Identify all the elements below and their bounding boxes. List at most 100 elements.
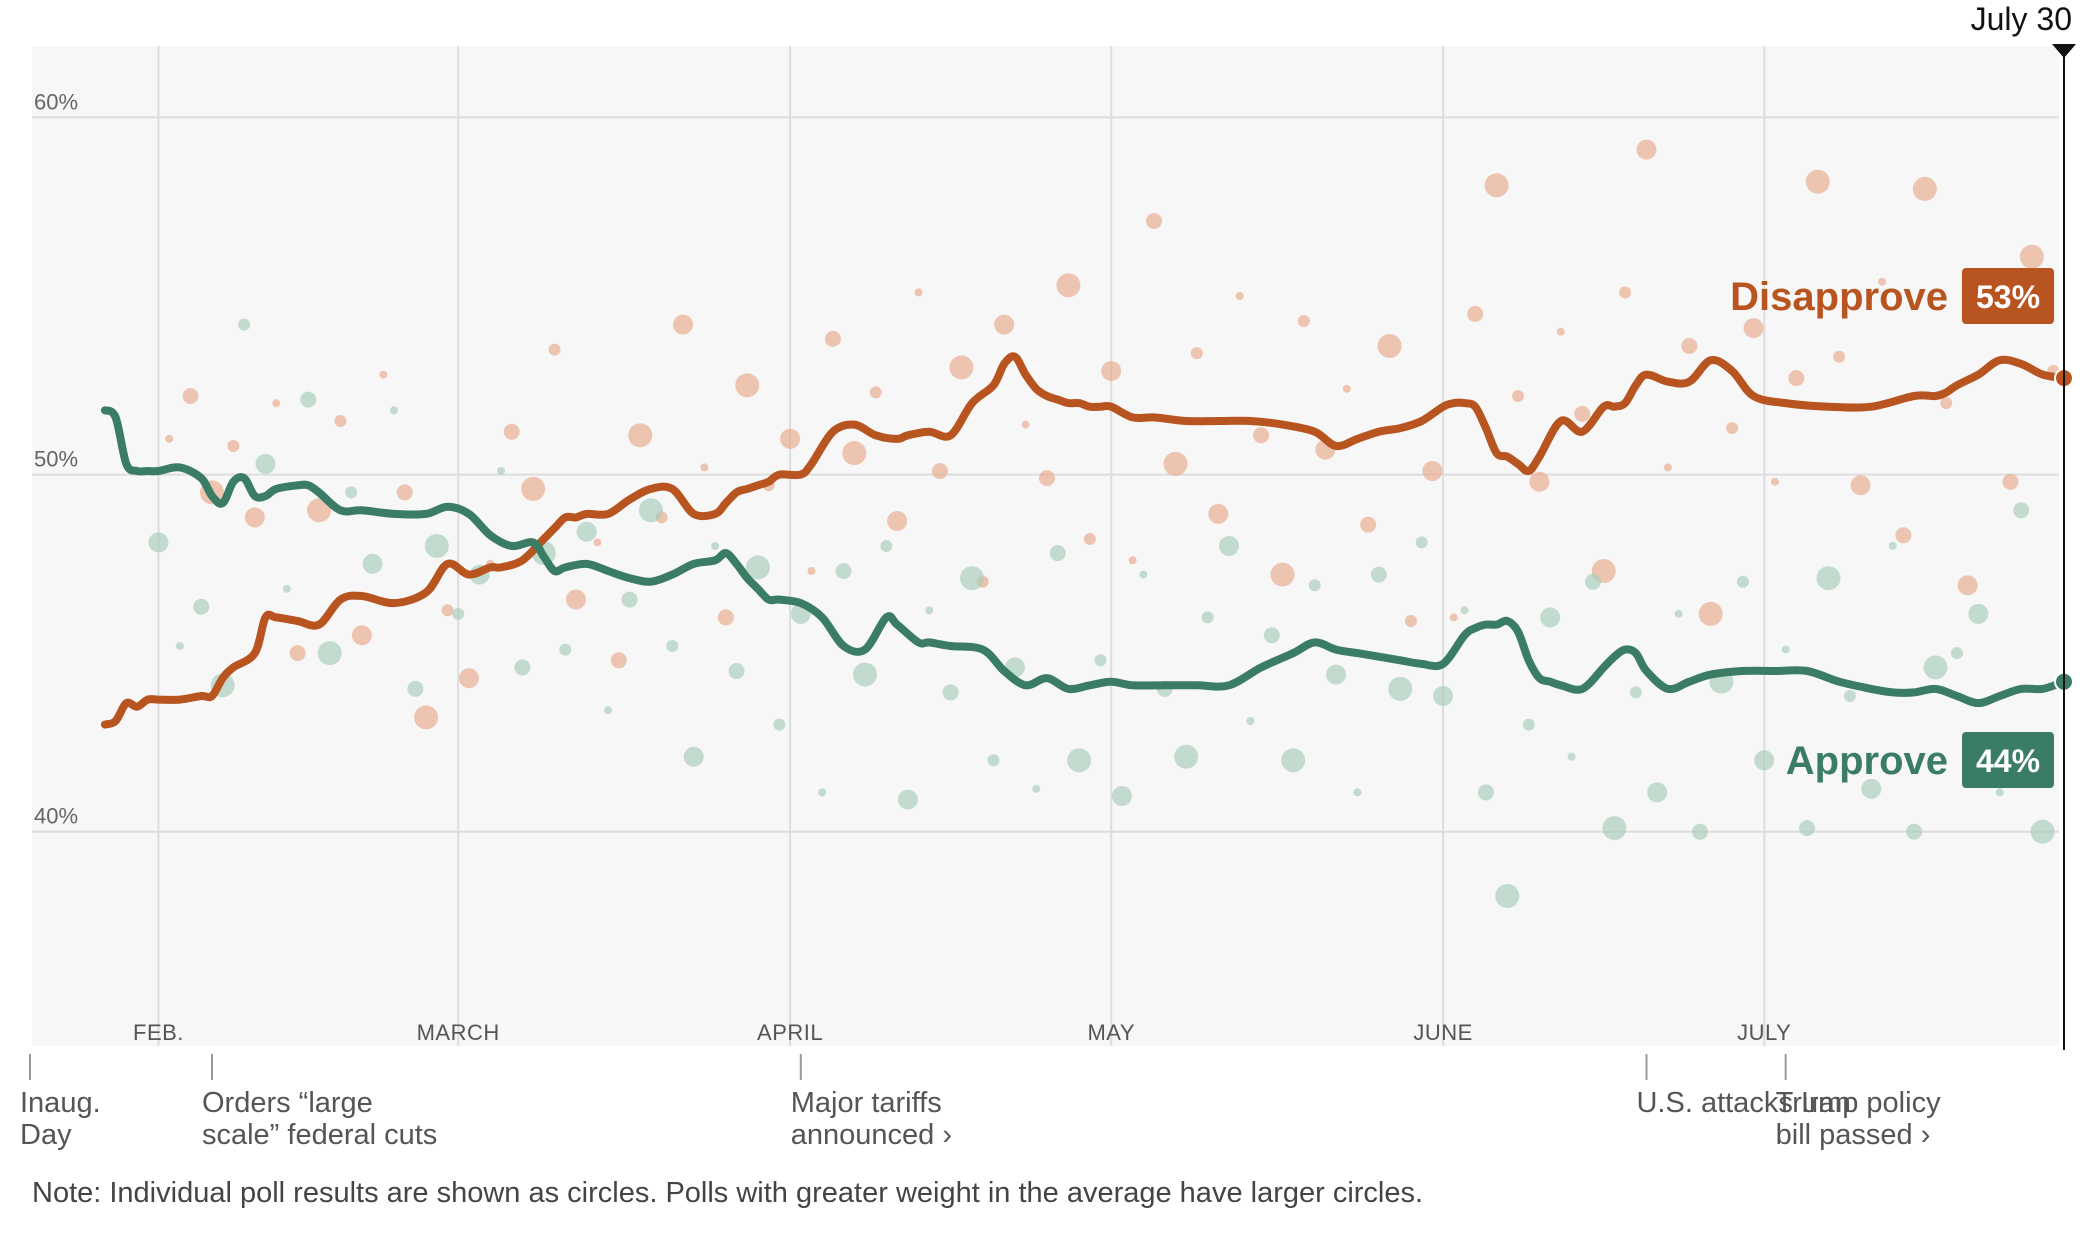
disapprove-poll-dot bbox=[289, 645, 306, 662]
approve-poll-dot bbox=[835, 563, 852, 579]
month-label: FEB. bbox=[133, 1020, 184, 1045]
approve-poll-dot bbox=[255, 453, 276, 474]
approve-poll-dot bbox=[2030, 819, 2055, 844]
disapprove-poll-dot bbox=[1912, 176, 1937, 201]
series-lines-layer bbox=[100, 352, 2074, 729]
disapprove-poll-dot bbox=[1208, 503, 1229, 524]
disapprove-poll-dot bbox=[351, 625, 372, 646]
approve-poll-dot bbox=[1433, 686, 1454, 706]
approve-poll-dot bbox=[362, 553, 383, 574]
disapprove-poll-dot bbox=[824, 330, 841, 347]
approve-poll-dot bbox=[1388, 676, 1413, 701]
month-label: JULY bbox=[1737, 1020, 1791, 1045]
month-label: JUNE bbox=[1413, 1020, 1472, 1045]
approve-poll-dot bbox=[987, 754, 1000, 767]
disapprove-poll-dot bbox=[548, 343, 561, 356]
approve-poll-dot bbox=[1540, 607, 1561, 628]
event-label: Orders “large bbox=[202, 1087, 373, 1119]
approve-poll-dot bbox=[1629, 686, 1642, 699]
plot-background bbox=[32, 46, 2059, 1046]
disapprove-poll-dot bbox=[1805, 169, 1830, 194]
event-label: Major tariffs bbox=[791, 1087, 942, 1119]
approve-poll-dot bbox=[1415, 536, 1428, 549]
approve-poll-dot bbox=[1263, 627, 1280, 644]
disapprove-poll-dot bbox=[914, 288, 923, 297]
approve-poll-dot bbox=[773, 718, 786, 731]
approve-poll-dot bbox=[1067, 748, 1092, 773]
approve-poll-dot bbox=[1111, 786, 1132, 806]
y-tick-label: 40% bbox=[34, 804, 78, 829]
approve-poll-dot bbox=[1246, 717, 1255, 725]
approve-poll-dot bbox=[407, 680, 424, 697]
disapprove-poll-dot bbox=[1297, 315, 1310, 327]
disapprove-poll-dot bbox=[458, 668, 479, 689]
approve-poll-dot bbox=[1370, 566, 1387, 583]
approve-poll-dot bbox=[1816, 566, 1841, 591]
approve-poll-dot bbox=[683, 746, 704, 767]
disapprove-poll-dot bbox=[949, 355, 974, 380]
disapprove-poll-dot bbox=[165, 434, 174, 443]
disapprove-poll-dot bbox=[521, 476, 546, 501]
event-label: Trump policy bbox=[1776, 1087, 1941, 1119]
month-label: MAY bbox=[1087, 1020, 1135, 1045]
disapprove-poll-dot bbox=[1342, 384, 1351, 393]
disapprove-poll-dot bbox=[1743, 318, 1764, 339]
approve-poll-dot bbox=[1281, 748, 1306, 773]
approve-poll-dot bbox=[711, 542, 720, 550]
disapprove-poll-dot bbox=[244, 507, 265, 528]
disapprove-poll-dot bbox=[1663, 463, 1672, 472]
approve-poll-dot bbox=[1602, 816, 1627, 841]
approve-poll-dot bbox=[576, 521, 597, 542]
disapprove-poll-dot bbox=[1021, 420, 1030, 429]
approve-poll-dot bbox=[1567, 752, 1576, 761]
disapprove-poll-dot bbox=[1039, 470, 1055, 487]
disapprove-poll-dot bbox=[994, 314, 1015, 335]
approve-poll-dot bbox=[818, 788, 827, 797]
approve-poll-dot bbox=[1522, 718, 1535, 731]
approve-poll-dot bbox=[897, 789, 918, 810]
disapprove-poll-dot bbox=[1833, 350, 1846, 363]
disapprove-poll-dot bbox=[1574, 405, 1591, 422]
current-date-marker bbox=[2052, 44, 2076, 58]
labels-layer: July 30 53% Disapprove 44% Approve bbox=[1730, 1, 2076, 1050]
disapprove-poll-dot bbox=[1484, 173, 1509, 198]
approve-poll-dot bbox=[148, 532, 169, 553]
disapprove-poll-dot bbox=[1101, 361, 1122, 381]
approve-poll-dot bbox=[1781, 645, 1790, 654]
disapprove-poll-dot bbox=[1957, 575, 1978, 596]
approve-poll-dot bbox=[1950, 647, 1963, 660]
disapprove-poll-dot bbox=[717, 609, 734, 626]
event-label: U.S. attacks Iran bbox=[1636, 1087, 1850, 1119]
disapprove-poll-dot bbox=[1449, 613, 1458, 622]
disapprove-poll-dot bbox=[673, 314, 694, 335]
approve-poll-dot bbox=[1139, 570, 1148, 579]
disapprove-poll-dot bbox=[700, 463, 709, 472]
approve-poll-dot bbox=[960, 566, 985, 591]
disapprove-poll-dot bbox=[1878, 277, 1887, 286]
disapprove-poll-dot bbox=[735, 373, 760, 398]
approve-poll-dot bbox=[1888, 542, 1897, 550]
disapprove-poll-dot bbox=[1850, 475, 1871, 496]
approve-poll-dot bbox=[1326, 664, 1347, 685]
disapprove-poll-dot bbox=[931, 463, 948, 479]
approve-poll-dot bbox=[745, 555, 770, 580]
approve-poll-dot bbox=[1906, 823, 1923, 840]
disapprove-poll-dot bbox=[2002, 473, 2019, 490]
approve-poll-dot bbox=[1174, 744, 1199, 769]
disapprove-poll-dot bbox=[1422, 461, 1443, 481]
disapprove-poll-dot bbox=[869, 386, 882, 399]
disapprove-poll-dot bbox=[1377, 334, 1402, 358]
disapprove-poll-dot bbox=[396, 484, 413, 501]
approve-poll-dot bbox=[1477, 784, 1494, 801]
approve-poll-dot bbox=[424, 534, 449, 558]
approve-poll-dot bbox=[1674, 609, 1683, 618]
disapprove-poll-dot bbox=[780, 428, 801, 449]
disapprove-poll-dot bbox=[628, 423, 653, 448]
approve-poll-dot bbox=[238, 318, 251, 331]
approve-poll-dot bbox=[1968, 603, 1989, 624]
approve-poll-dot bbox=[175, 642, 184, 650]
disapprove-poll-dot bbox=[1556, 327, 1565, 336]
disapprove-poll-dot bbox=[1636, 139, 1657, 160]
event-label: announced › bbox=[791, 1119, 952, 1151]
approve-poll-dot bbox=[345, 486, 358, 499]
